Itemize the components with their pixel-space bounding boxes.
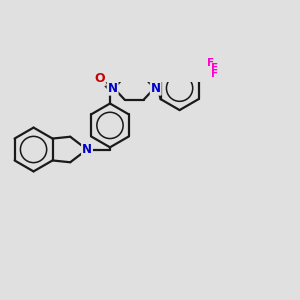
- Text: N: N: [82, 143, 92, 156]
- Text: O: O: [94, 72, 105, 85]
- Text: F: F: [208, 58, 214, 68]
- Text: F: F: [211, 64, 218, 74]
- Text: F: F: [211, 69, 218, 79]
- Text: N: N: [108, 82, 118, 95]
- Text: N: N: [151, 82, 161, 95]
